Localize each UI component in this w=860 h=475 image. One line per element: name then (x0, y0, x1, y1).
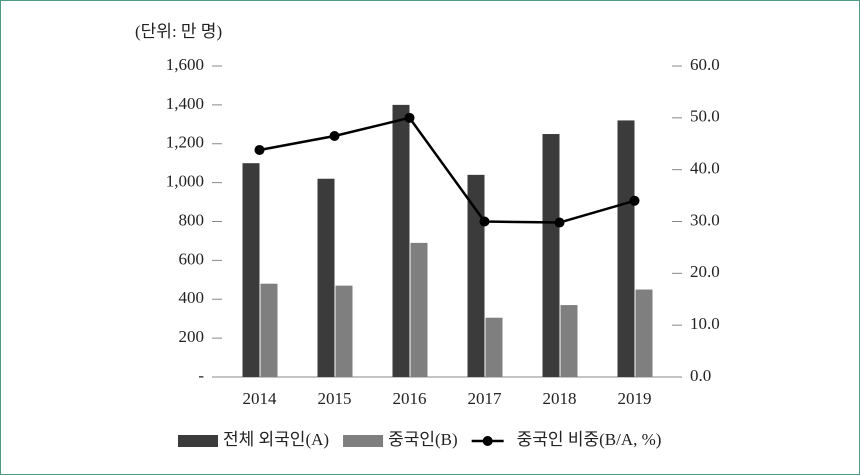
bar (317, 178, 335, 377)
y2-tick-label: 40.0 (690, 159, 720, 178)
unit-label: (단위: 만 명) (135, 22, 222, 41)
y2-tick-label: 60.0 (690, 55, 720, 74)
y-tick-label: 800 (179, 210, 205, 229)
y-tick-label: 1,600 (166, 55, 204, 74)
legend-label: 전체 외국인(A) (223, 430, 329, 449)
bar (635, 289, 653, 377)
y-tick-label: 1,200 (166, 133, 204, 152)
x-tick-label: 2019 (618, 389, 652, 408)
bar (410, 242, 428, 377)
y-tick-label: 400 (179, 288, 205, 307)
bar (542, 134, 560, 377)
bar (485, 317, 503, 377)
bar (560, 305, 578, 377)
bar (335, 285, 353, 377)
line (259, 116, 635, 224)
marker (404, 112, 415, 123)
bar (260, 283, 278, 377)
y-tick-label: 1,000 (166, 172, 204, 191)
x-tick-label: 2016 (393, 389, 427, 408)
y2-tick-label: 10.0 (690, 314, 720, 333)
x-tick-label: 2015 (318, 389, 352, 408)
legend-swatch (178, 435, 218, 447)
y2-tick-label: 20.0 (690, 262, 720, 281)
x-tick-label: 2018 (543, 389, 577, 408)
y-tick-label: 1,400 (166, 94, 204, 113)
legend-label: 중국인(B) (388, 430, 458, 449)
bar (617, 120, 635, 378)
y-tick-label: 600 (179, 249, 205, 268)
marker (629, 195, 640, 206)
legend-swatch (343, 435, 384, 447)
marker (329, 130, 340, 141)
y-tick-label: 200 (179, 327, 205, 346)
legend-marker (482, 436, 493, 446)
x-tick-label: 2017 (468, 389, 503, 408)
marker (254, 144, 265, 155)
marker (479, 216, 490, 227)
y2-tick-label: 50.0 (690, 107, 720, 126)
y2-tick-label: 0.0 (690, 366, 711, 385)
y-tick-label: - (198, 366, 204, 385)
legend-label: 중국인 비중(B/A, %) (517, 430, 662, 449)
y2-tick-label: 30.0 (690, 210, 720, 229)
bar (467, 174, 485, 377)
marker (554, 217, 565, 228)
bar (242, 163, 260, 377)
x-tick-label: 2014 (243, 389, 278, 408)
bar (392, 104, 410, 377)
